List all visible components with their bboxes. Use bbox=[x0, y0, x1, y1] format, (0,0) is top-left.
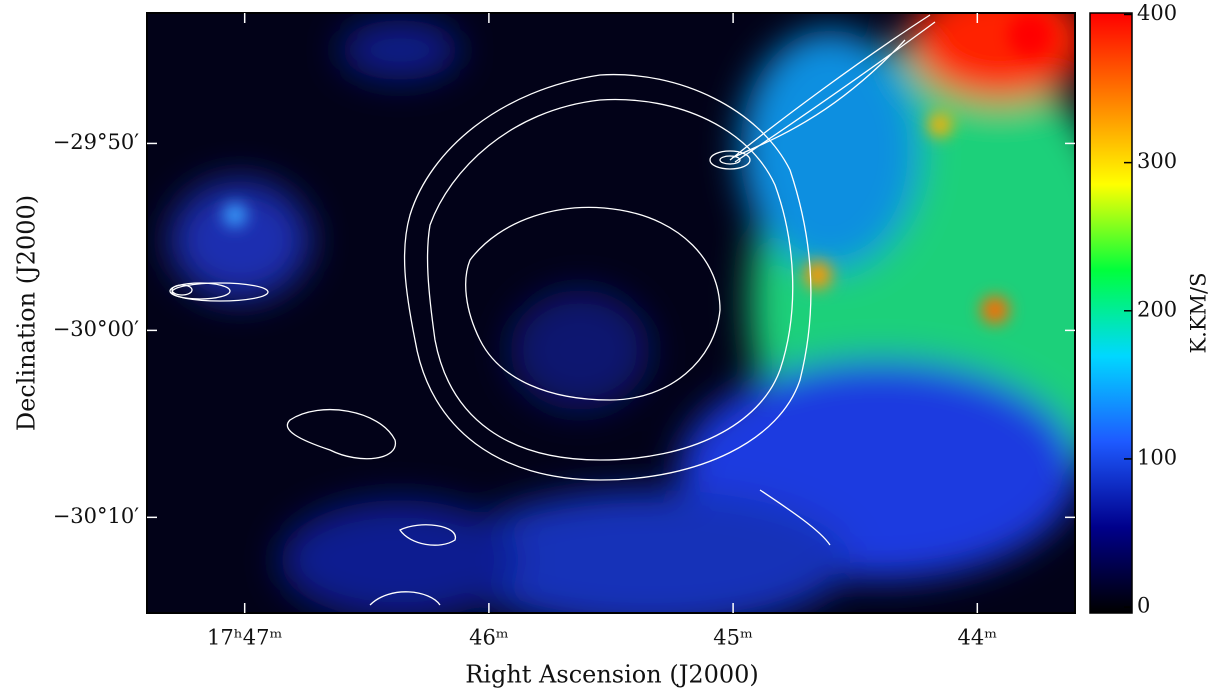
y-tick-label: −29°50′ bbox=[53, 130, 140, 154]
colorbar-tick-label: 100 bbox=[1137, 445, 1177, 469]
x-tick-label: 17ʰ47ᵐ bbox=[207, 626, 283, 650]
colorbar-tick-label: 0 bbox=[1137, 594, 1150, 618]
x-axis-label: Right Ascension (J2000) bbox=[465, 661, 759, 689]
y-tick-label: −30°10′ bbox=[53, 504, 140, 528]
colorbar-tick-label: 300 bbox=[1137, 149, 1177, 173]
y-tick-label: −30°00′ bbox=[53, 317, 140, 341]
chart: Right Ascension (J2000) Declination (J20… bbox=[0, 0, 1219, 693]
colorbar bbox=[1090, 13, 1132, 613]
colorbar-tick-label: 400 bbox=[1137, 1, 1177, 25]
x-tick-label: 46ᵐ bbox=[469, 626, 509, 650]
colorbar-tick-label: 200 bbox=[1137, 297, 1177, 321]
colorbar-label: K.KM/S bbox=[1187, 272, 1211, 353]
y-axis-label: Declination (J2000) bbox=[13, 195, 41, 431]
x-tick-label: 44ᵐ bbox=[958, 626, 998, 650]
x-tick-label: 45ᵐ bbox=[713, 626, 753, 650]
intensity-map bbox=[147, 0, 1130, 630]
